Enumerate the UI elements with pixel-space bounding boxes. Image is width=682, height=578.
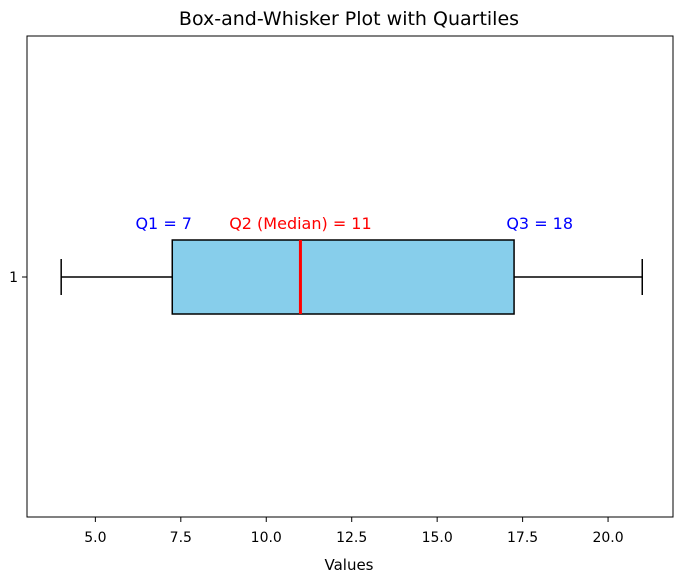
interquartile-box [171,239,515,315]
x-axis: 5.0 7.5 10.0 12.5 15.0 17.5 20.0 [84,517,624,546]
x-tick-label: 7.5 [170,530,192,546]
x-tick-label: 15.0 [422,530,453,546]
y-tick-label: 1 [9,270,18,286]
x-axis-label: Values [324,556,373,574]
quartile-annotations: Q1 = 7 Q2 (Median) = 11 Q3 = 18 [135,214,573,233]
chart-title: Box-and-Whisker Plot with Quartiles [179,8,519,30]
x-tick-label: 10.0 [251,530,282,546]
x-tick-label: 20.0 [592,530,623,546]
x-tick-label: 5.0 [84,530,106,546]
y-axis: 1 [9,270,27,286]
box-and-whisker [60,239,643,315]
quartile-annotation: Q2 (Median) = 11 [229,214,371,233]
quartile-annotation: Q3 = 18 [506,214,573,233]
x-tick-label: 12.5 [336,530,367,546]
x-tick-label: 17.5 [507,530,538,546]
quartile-annotation: Q1 = 7 [135,214,192,233]
